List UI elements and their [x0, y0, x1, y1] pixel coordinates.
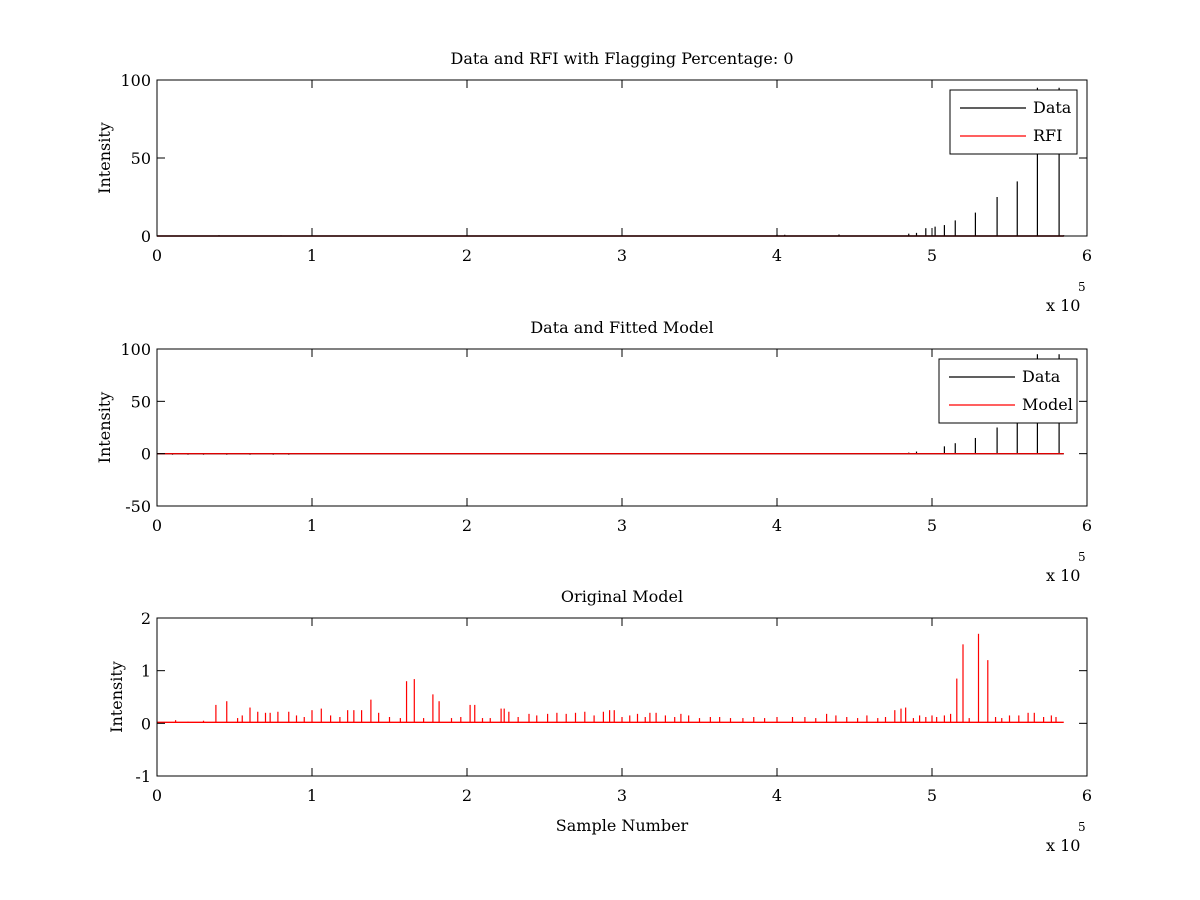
x-tick-label: 1: [307, 246, 317, 265]
y-tick-label: 50: [131, 149, 151, 168]
series-data: [157, 87, 1065, 237]
x-tick-label: 0: [152, 246, 162, 265]
axes-box: [156, 617, 1088, 777]
x-tick-label: 6: [1082, 246, 1092, 265]
legend-label-model: Model: [1022, 395, 1073, 414]
series-data: [157, 354, 1064, 455]
x-tick-label: 2: [462, 786, 472, 805]
y-tick-label: 100: [120, 340, 151, 359]
chart-title: Original Model: [561, 587, 683, 606]
x-tick-label: 4: [772, 786, 782, 805]
legend: Data RFI: [949, 89, 1078, 155]
y-axis-label: Intensity: [95, 392, 114, 464]
legend-label-rfi: RFI: [1033, 126, 1062, 145]
x-tick-label: 1: [307, 786, 317, 805]
y-tick-label: -50: [125, 497, 151, 516]
y-tick-label: 0: [141, 445, 151, 464]
axes-box: [156, 79, 1088, 237]
x-tick-label: 3: [617, 516, 627, 535]
x-tick-label: 5: [927, 786, 937, 805]
legend-box: [949, 89, 1078, 155]
series-model-signal: [157, 633, 1064, 723]
y-tick-label: 100: [120, 71, 151, 90]
x-tick-label: 4: [772, 516, 782, 535]
x-tick-label: 6: [1082, 786, 1092, 805]
x-multiplier-exponent: 5: [1078, 820, 1086, 834]
x-multiplier-exponent: 5: [1078, 550, 1086, 564]
legend-label-data: Data: [1033, 98, 1072, 117]
y-tick-label: 0: [141, 714, 151, 733]
x-tick-label: 0: [152, 786, 162, 805]
chart-title: Data and RFI with Flagging Percentage: 0: [450, 49, 793, 68]
x-axis-label: Sample Number: [556, 816, 689, 835]
y-axis-label: Intensity: [95, 122, 114, 194]
x-tick-label: 3: [617, 786, 627, 805]
y-tick-label: 50: [131, 392, 151, 411]
chart-title: Data and Fitted Model: [530, 318, 713, 337]
y-tick-label: 2: [141, 609, 151, 628]
x-tick-label: 6: [1082, 516, 1092, 535]
x-multiplier: x 10: [1046, 836, 1080, 855]
legend: Data Model: [938, 358, 1078, 424]
legend-box: [938, 358, 1078, 424]
x-tick-label: 0: [152, 516, 162, 535]
x-tick-label: 5: [927, 516, 937, 535]
x-tick-label: 2: [462, 516, 472, 535]
y-tick-label: 1: [141, 662, 151, 681]
y-tick-label: 0: [141, 227, 151, 246]
legend-label-data: Data: [1022, 367, 1061, 386]
x-multiplier: x 10: [1046, 566, 1080, 585]
x-multiplier: x 10: [1046, 296, 1080, 315]
x-tick-label: 3: [617, 246, 627, 265]
y-tick-label: -1: [135, 767, 151, 786]
chart-panel-1: Data and RFI with Flagging Percentage: 0…: [95, 49, 1092, 315]
x-tick-label: 4: [772, 246, 782, 265]
x-tick-label: 5: [927, 246, 937, 265]
x-tick-label: 2: [462, 246, 472, 265]
y-axis-label: Intensity: [107, 661, 126, 733]
x-tick-label: 1: [307, 516, 317, 535]
x-multiplier-exponent: 5: [1078, 280, 1086, 294]
